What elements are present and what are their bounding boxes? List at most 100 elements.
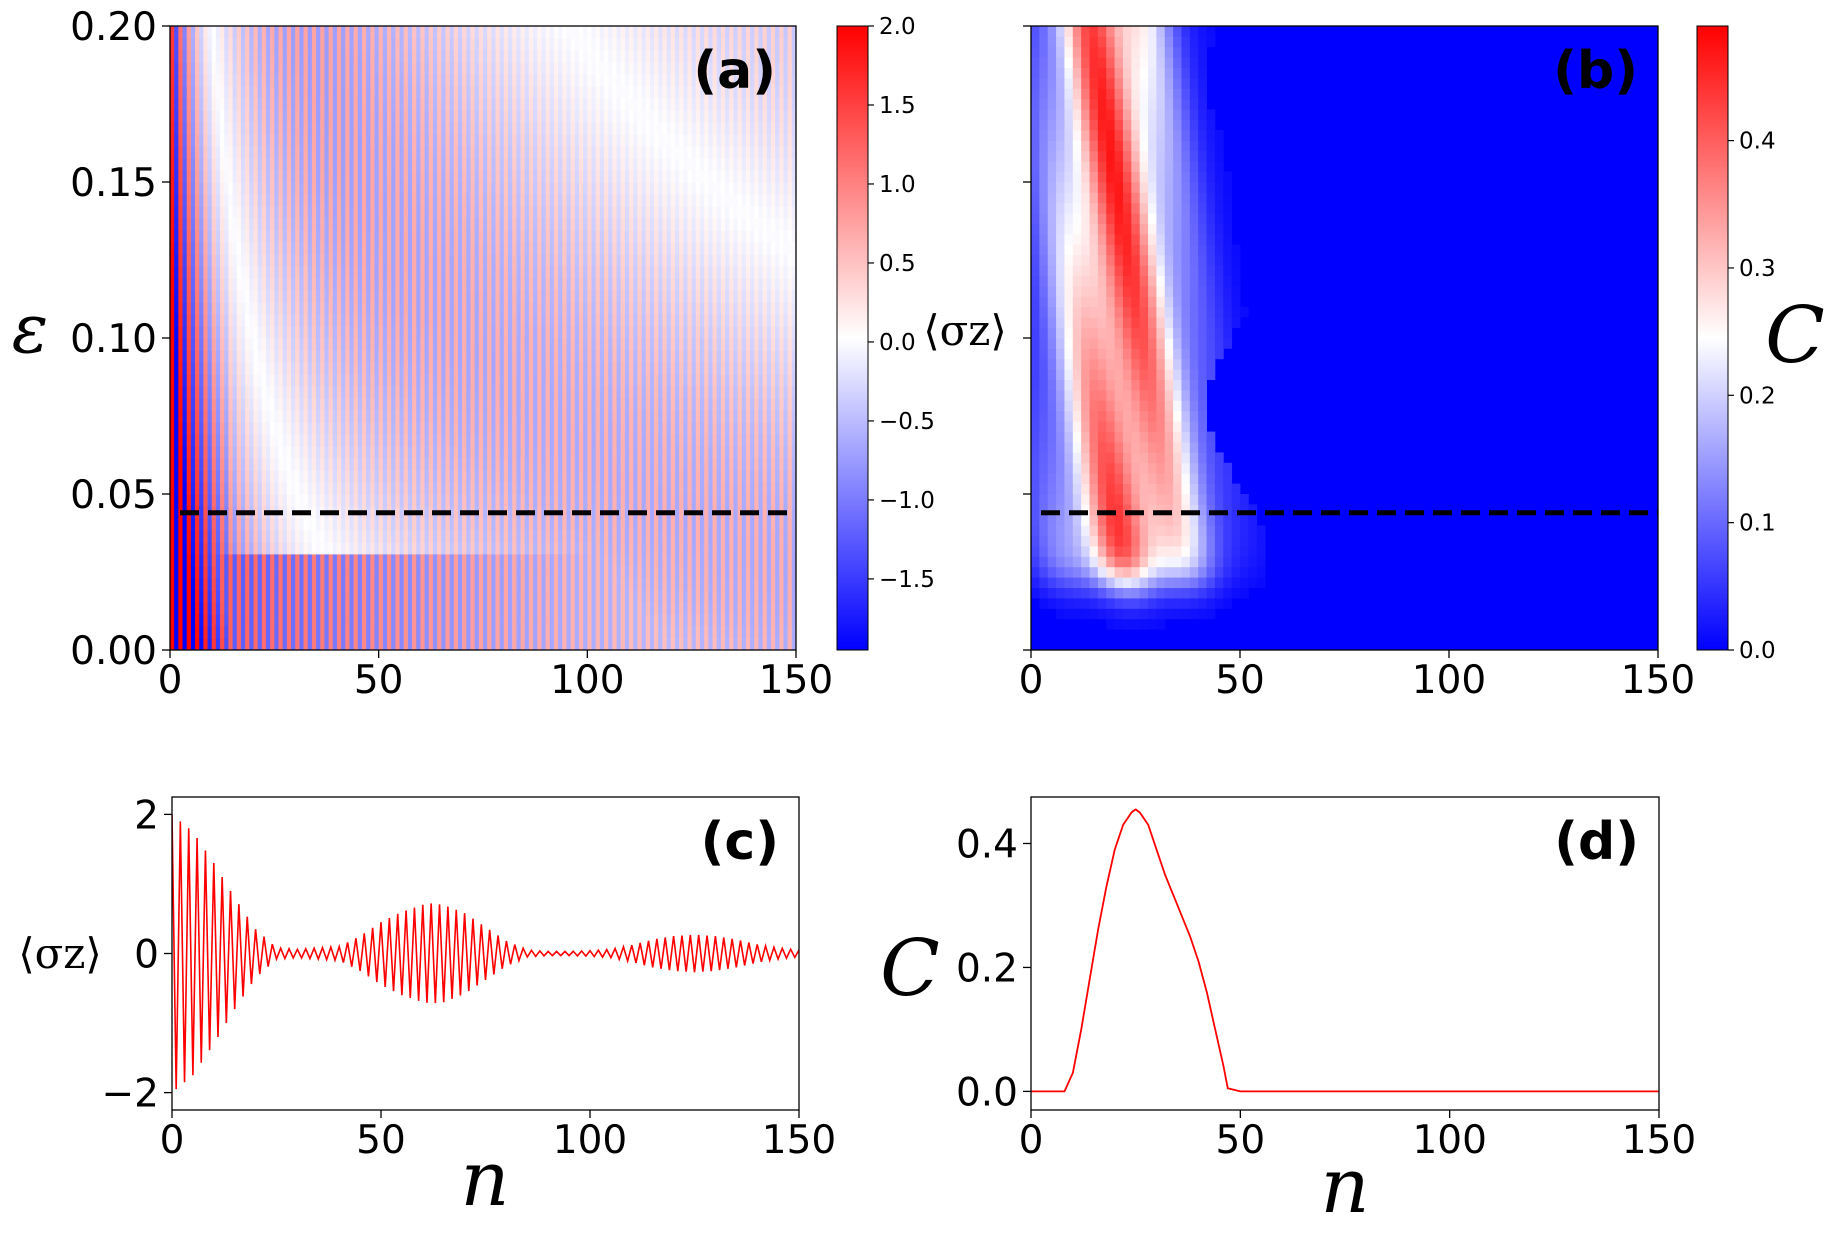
heatmap-cell — [395, 494, 400, 507]
heatmap-cell — [378, 350, 384, 363]
heatmap-cell — [382, 206, 388, 219]
heatmap-cell — [478, 218, 484, 231]
heatmap-cell — [199, 326, 204, 339]
heatmap-cell — [232, 302, 238, 315]
heatmap-cell — [336, 278, 342, 291]
heatmap-cell — [432, 386, 438, 399]
heatmap-cell — [303, 206, 309, 219]
heatmap-cell — [378, 62, 384, 75]
heatmap-cell — [274, 302, 279, 315]
heatmap-cell — [503, 62, 509, 75]
heatmap-cell — [549, 542, 555, 555]
heatmap-cell — [303, 530, 309, 543]
heatmap-cell — [186, 146, 192, 159]
heatmap-cell — [178, 458, 183, 471]
heatmap-cell — [311, 146, 317, 159]
heatmap-cell — [291, 542, 296, 555]
heatmap-cell — [303, 626, 309, 639]
heatmap-cell — [249, 62, 254, 75]
heatmap-cell — [349, 62, 355, 75]
heatmap-cell — [495, 254, 501, 267]
heatmap-cell — [524, 218, 530, 231]
heatmap-cell — [428, 566, 434, 579]
heatmap-cell — [487, 446, 492, 459]
heatmap-cell — [274, 362, 279, 375]
heatmap-cell — [462, 410, 467, 423]
heatmap-cell — [178, 62, 183, 75]
heatmap-cell — [533, 566, 538, 579]
heatmap-cell — [174, 110, 179, 123]
heatmap-cell — [528, 302, 534, 315]
heatmap-cell — [545, 542, 551, 555]
heatmap-cell — [361, 230, 367, 243]
heatmap-cell — [549, 470, 555, 483]
heatmap-cell — [195, 290, 200, 303]
heatmap-cell — [470, 626, 476, 639]
heatmap-cell — [366, 254, 371, 267]
heatmap-cell — [361, 566, 367, 579]
heatmap-cell — [332, 590, 338, 603]
heatmap-cell — [265, 38, 271, 51]
heatmap-cell — [370, 230, 375, 243]
heatmap-cell — [549, 302, 555, 315]
heatmap-cell — [245, 110, 250, 123]
heatmap-cell — [224, 230, 229, 243]
heatmap-cell — [195, 458, 200, 471]
heatmap-cell — [341, 410, 346, 423]
heatmap-cell — [270, 362, 275, 375]
heatmap-cell — [253, 62, 259, 75]
heatmap-cell — [449, 470, 455, 483]
heatmap-cell — [341, 446, 346, 459]
heatmap-cell — [533, 554, 538, 567]
heatmap-cell — [299, 542, 304, 555]
heatmap-cell — [361, 482, 367, 495]
heatmap-cell — [261, 62, 267, 75]
heatmap-cell — [357, 578, 363, 591]
heatmap-cell — [403, 518, 409, 531]
heatmap-cell — [533, 542, 538, 555]
heatmap-cell — [195, 254, 200, 267]
heatmap-cell — [441, 470, 446, 483]
heatmap-cell — [353, 494, 359, 507]
heatmap-cell — [395, 26, 400, 39]
heatmap-cell — [178, 566, 183, 579]
heatmap-cell — [403, 374, 409, 387]
heatmap-cell — [199, 374, 204, 387]
heatmap-cell — [345, 338, 350, 351]
heatmap-cell — [483, 326, 488, 339]
heatmap-cell — [207, 326, 213, 339]
heatmap-cell — [174, 638, 179, 650]
heatmap-cell — [270, 314, 275, 327]
heatmap-cell — [291, 266, 296, 279]
heatmap-cell — [495, 278, 501, 291]
heatmap-cell — [449, 566, 455, 579]
heatmap-cell — [483, 398, 488, 411]
heatmap-cell — [499, 590, 505, 603]
heatmap-cell — [345, 542, 350, 555]
heatmap-cell — [274, 542, 279, 555]
heatmap-cell — [466, 446, 471, 459]
heatmap-cell — [232, 350, 238, 363]
heatmap-cell — [370, 638, 375, 650]
heatmap-cell — [462, 206, 467, 219]
heatmap-cell — [278, 518, 284, 531]
heatmap-cell — [261, 638, 267, 650]
heatmap-cell — [316, 638, 321, 650]
heatmap-cell — [195, 626, 200, 639]
heatmap-cell — [249, 566, 254, 579]
heatmap-cell — [462, 482, 467, 495]
heatmap-cell — [449, 638, 455, 650]
heatmap-cell — [236, 602, 242, 615]
heatmap-cell — [478, 338, 484, 351]
heatmap-cell — [274, 134, 279, 147]
heatmap-cell — [520, 626, 526, 639]
heatmap-cell — [311, 422, 317, 435]
heatmap-cell — [541, 338, 546, 351]
heatmap-cell — [257, 326, 263, 339]
heatmap-cell — [508, 266, 513, 279]
heatmap-cell — [399, 362, 405, 375]
heatmap-cell — [524, 578, 530, 591]
heatmap-cell — [253, 638, 259, 650]
heatmap-cell — [416, 386, 421, 399]
heatmap-cell — [303, 422, 309, 435]
